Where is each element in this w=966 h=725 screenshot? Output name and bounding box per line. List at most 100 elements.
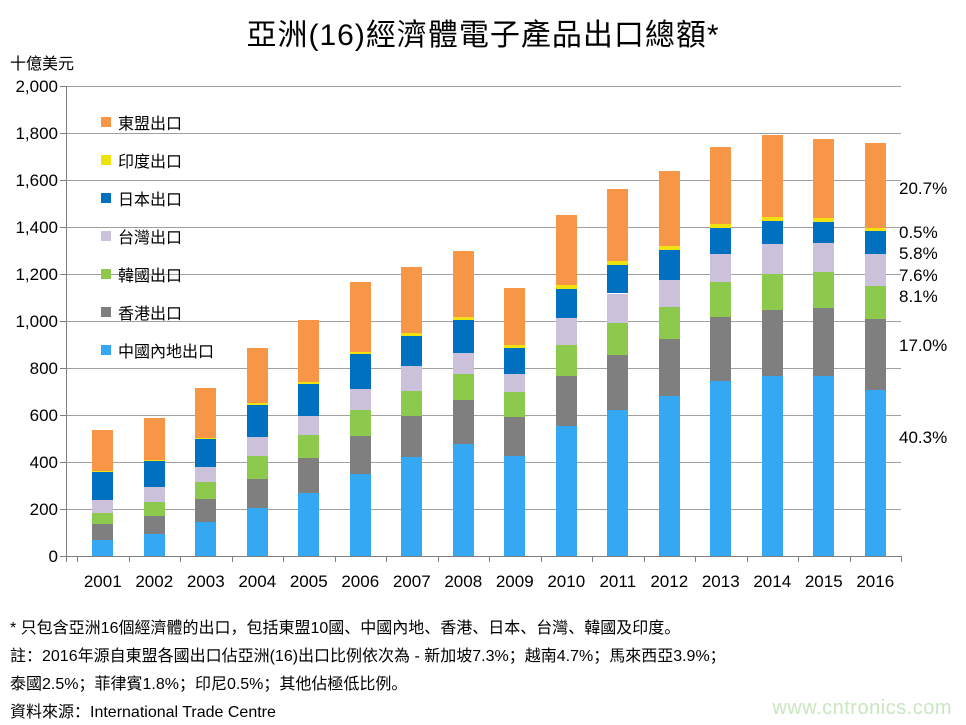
gridline bbox=[66, 133, 901, 134]
y-axis-tick-label: 0 bbox=[48, 547, 58, 566]
footnote-line3: 泰國2.5%；菲律賓1.8%；印尼0.5%；其他佔極低比例。 bbox=[10, 676, 408, 693]
x-axis-tick bbox=[901, 556, 902, 562]
x-axis-year-label: 2016 bbox=[856, 572, 895, 591]
legend-label: 印度出口 bbox=[118, 154, 183, 171]
x-axis-tick bbox=[798, 556, 799, 562]
x-axis-tick bbox=[334, 556, 336, 562]
bar-segment-2014 bbox=[761, 274, 783, 310]
legend-swatch-icon bbox=[101, 155, 111, 165]
bar-segment-2006 bbox=[349, 473, 371, 556]
percent-label-6: 17.0% bbox=[899, 336, 948, 355]
legend-label: 中國內地出口 bbox=[118, 344, 215, 361]
x-axis-tick bbox=[437, 556, 439, 562]
bar-segment-2002 bbox=[143, 459, 165, 461]
bar-segment-2008 bbox=[452, 444, 474, 556]
bar-segment-2006 bbox=[349, 352, 371, 355]
x-axis-tick bbox=[489, 556, 490, 562]
y-axis-tick bbox=[60, 368, 66, 369]
x-axis-tick bbox=[231, 556, 233, 562]
bar-segment-2012 bbox=[658, 307, 680, 339]
x-axis-tick bbox=[386, 556, 387, 562]
bar-segment-2003 bbox=[195, 522, 217, 556]
y-axis-tick-label: 200 bbox=[29, 500, 58, 519]
bar-segment-2013 bbox=[710, 281, 732, 317]
bar-segment-2016 bbox=[864, 254, 886, 286]
bar-segment-2002 bbox=[143, 418, 165, 460]
bar-segment-2010 bbox=[555, 214, 577, 286]
legend-item: 韓國出口 bbox=[101, 264, 182, 285]
legend-swatch-icon bbox=[101, 307, 111, 317]
bar-segment-2006 bbox=[349, 409, 371, 436]
bar-segment-2006 bbox=[349, 389, 371, 410]
bar-segment-2012 bbox=[658, 279, 680, 308]
bar-segment-2007 bbox=[401, 366, 423, 392]
x-axis-year-label: 2011 bbox=[599, 572, 637, 591]
bar-segment-2009 bbox=[504, 392, 526, 418]
bar-segment-2002 bbox=[143, 515, 165, 535]
footnote-line1: * 只包含亞洲16個經濟體的出口，包括東盟10國、中國內地、香港、日本、台灣、韓… bbox=[10, 620, 681, 637]
bar-segment-2004 bbox=[246, 437, 268, 457]
x-axis-year-label: 2008 bbox=[444, 572, 483, 591]
bar-segment-2015 bbox=[813, 222, 835, 244]
bar-segment-2003 bbox=[195, 387, 217, 438]
legend-item: 台灣出口 bbox=[101, 226, 183, 247]
y-axis-tick-label: 1,800 bbox=[15, 124, 58, 143]
y-axis-tick-label: 1,200 bbox=[15, 265, 58, 284]
bar-segment-2015 bbox=[813, 271, 835, 308]
bar-segment-2011 bbox=[607, 264, 629, 294]
bar-segment-2013 bbox=[710, 223, 732, 228]
x-axis-tick bbox=[283, 556, 284, 562]
y-axis-tick bbox=[60, 86, 66, 87]
bar-segment-2004 bbox=[246, 403, 268, 405]
bar-segment-2012 bbox=[658, 250, 680, 280]
bar-segment-2007 bbox=[401, 416, 423, 458]
bar-segment-2001 bbox=[92, 539, 114, 556]
bar-segment-2014 bbox=[761, 243, 783, 274]
watermark: www.cntronics.com bbox=[772, 697, 952, 719]
x-axis-tick bbox=[592, 556, 593, 562]
bar-segment-2005 bbox=[298, 320, 320, 382]
bar-segment-2016 bbox=[864, 285, 886, 320]
legend-label: 台灣出口 bbox=[118, 230, 183, 247]
bar-segment-2003 bbox=[195, 467, 217, 483]
y-axis-tick bbox=[60, 321, 66, 322]
percent-label-7: 40.3% bbox=[899, 428, 948, 447]
legend-item: 東盟出口 bbox=[101, 112, 182, 133]
bar-segment-2011 bbox=[607, 260, 629, 265]
bar-segment-2009 bbox=[504, 287, 526, 345]
x-axis-line bbox=[66, 556, 901, 557]
y-axis-tick bbox=[60, 415, 66, 416]
bar-segment-2010 bbox=[555, 425, 577, 556]
bar-segment-2002 bbox=[143, 487, 165, 503]
y-axis-tick bbox=[60, 556, 66, 557]
bar-segment-2013 bbox=[710, 254, 732, 282]
bar-segment-2004 bbox=[246, 479, 268, 509]
x-axis-tick bbox=[128, 556, 130, 562]
legend-swatch-icon bbox=[101, 269, 111, 279]
bar-segment-2007 bbox=[401, 333, 423, 337]
bar-segment-2002 bbox=[143, 534, 165, 556]
x-axis-year-label: 2013 bbox=[701, 572, 740, 591]
gridline bbox=[66, 368, 901, 369]
percent-label-4: 7.6% bbox=[899, 266, 938, 285]
x-axis-year-label: 2015 bbox=[804, 572, 843, 591]
bar-segment-2007 bbox=[401, 336, 423, 367]
bar-segment-2015 bbox=[813, 375, 835, 556]
bar-segment-2011 bbox=[607, 322, 629, 355]
y-axis-tick-label: 2,000 bbox=[15, 77, 58, 96]
bar-segment-2003 bbox=[195, 498, 217, 523]
x-axis-tick bbox=[540, 556, 542, 562]
legend-swatch-icon bbox=[101, 193, 111, 203]
x-axis-tick bbox=[77, 556, 78, 562]
legend-item: 中國內地出口 bbox=[101, 340, 215, 361]
bar-segment-2009 bbox=[504, 373, 526, 393]
bar-segment-2003 bbox=[195, 482, 217, 499]
bar-segment-2006 bbox=[349, 435, 371, 474]
bar-segment-2016 bbox=[864, 228, 886, 231]
bar-segment-2001 bbox=[92, 430, 114, 472]
x-axis-tick bbox=[746, 556, 748, 562]
bar-segment-2001 bbox=[92, 471, 114, 500]
footnote-line2: 註：2016年源自東盟各國出口佔亞洲(16)出口比例依次為 - 新加坡7.3%；… bbox=[10, 648, 726, 665]
y-axis-tick bbox=[60, 509, 66, 510]
bar-segment-2010 bbox=[555, 285, 577, 289]
